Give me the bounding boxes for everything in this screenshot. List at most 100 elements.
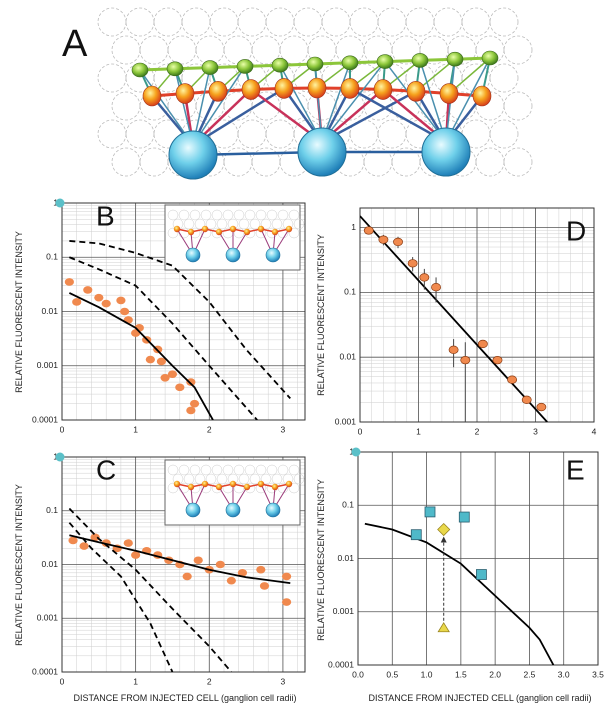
cell-outline <box>178 209 190 221</box>
data-point <box>281 572 292 581</box>
y-tick-label: 0.01 <box>339 351 356 361</box>
series-group <box>364 506 555 665</box>
x-tick-label: 0.0 <box>352 669 364 679</box>
cell-outline <box>461 7 491 37</box>
data-point <box>437 622 450 633</box>
panel-a-diagram <box>97 7 533 180</box>
cell-outline <box>271 473 283 485</box>
plot-frame <box>359 207 595 423</box>
curve <box>68 522 174 672</box>
x-tick-label: 2.5 <box>524 669 536 679</box>
cell-outline <box>391 147 421 177</box>
x-tick-label: 1.5 <box>455 669 467 679</box>
x-tick-label: 3.5 <box>592 669 604 679</box>
cell-outline <box>489 119 519 149</box>
cell-outline <box>377 119 407 149</box>
cell <box>257 225 265 233</box>
data-point <box>167 370 178 378</box>
cell-outline <box>244 209 256 221</box>
data-point <box>259 582 270 590</box>
cell <box>175 83 195 104</box>
cell <box>243 228 251 236</box>
cell-outline <box>251 147 281 177</box>
cell-outline <box>266 209 278 221</box>
data-point <box>189 399 200 408</box>
panel-letter: A <box>62 23 88 65</box>
data-point <box>410 529 422 541</box>
cell <box>373 79 393 100</box>
cell-outline <box>222 464 234 476</box>
arrow-head <box>440 536 447 543</box>
cell-outline <box>216 473 228 485</box>
curve <box>360 215 548 422</box>
cell-outline <box>349 63 379 93</box>
data-point <box>119 307 130 316</box>
data-point <box>160 373 170 382</box>
cell-outline <box>447 35 477 65</box>
x-tick-label: 1 <box>133 676 138 686</box>
data-point <box>131 551 141 559</box>
cell-outline <box>97 63 127 93</box>
data-point <box>378 235 389 244</box>
corner-dot <box>55 198 65 208</box>
ganglion-cell <box>297 127 347 177</box>
inset-diagram <box>164 459 305 526</box>
cell-outline <box>139 147 169 177</box>
cell-outline <box>377 7 407 37</box>
cell-outline <box>265 119 295 149</box>
data-point <box>193 556 203 565</box>
ganglion-cell <box>185 247 201 263</box>
cell-outline <box>419 35 449 65</box>
x-tick-label: 2 <box>207 424 212 434</box>
cell-outline <box>489 63 519 93</box>
data-point <box>393 237 403 247</box>
plot-frame <box>357 451 599 666</box>
cell <box>142 85 162 107</box>
panel-letter: B <box>96 200 115 231</box>
cell-outline <box>189 209 201 221</box>
ganglion-cell <box>225 247 241 263</box>
cell-outline <box>255 209 267 221</box>
cell-outline <box>205 473 217 485</box>
cell <box>201 225 209 233</box>
data-point <box>64 278 74 286</box>
cell-outline <box>194 473 206 485</box>
cell-outline <box>503 35 533 65</box>
cell-outline <box>293 473 305 485</box>
cell <box>173 480 181 488</box>
y-tick-label: 0.0001 <box>32 666 58 676</box>
ganglion-cell <box>265 247 281 263</box>
x-tick-label: 2 <box>475 426 480 436</box>
cell <box>285 480 293 488</box>
cell-outline <box>475 147 505 177</box>
series-group <box>68 507 292 672</box>
cell-outline <box>167 464 179 476</box>
cell-outline <box>167 209 179 221</box>
ganglion-cell <box>421 127 471 177</box>
y-tick-label: 0.0001 <box>328 659 354 669</box>
cell-outline <box>209 119 239 149</box>
cell-outline <box>189 464 201 476</box>
cell-outline <box>205 218 217 230</box>
dendrite <box>192 87 285 147</box>
cell-outline <box>288 209 300 221</box>
panel-letter: C <box>96 454 116 485</box>
data-point <box>186 378 196 386</box>
cell <box>201 60 219 75</box>
cell-outline <box>405 7 435 37</box>
cell-outline <box>265 7 295 37</box>
x-axis-label: DISTANCE FROM INJECTED CELL (ganglion ce… <box>73 693 296 703</box>
y-axis-label: RELATIVE FLUORESCENT INTENSITY <box>316 479 326 641</box>
cell-outline <box>125 7 155 37</box>
cell-outline <box>363 147 393 177</box>
cell-outline <box>222 209 234 221</box>
cell-outline <box>183 218 195 230</box>
cell-outline <box>153 63 183 93</box>
cell-outline <box>260 218 272 230</box>
cell <box>229 225 237 233</box>
y-tick-label: 0.001 <box>37 360 59 370</box>
cell-outline <box>237 119 267 149</box>
x-tick-label: 3 <box>281 676 286 686</box>
